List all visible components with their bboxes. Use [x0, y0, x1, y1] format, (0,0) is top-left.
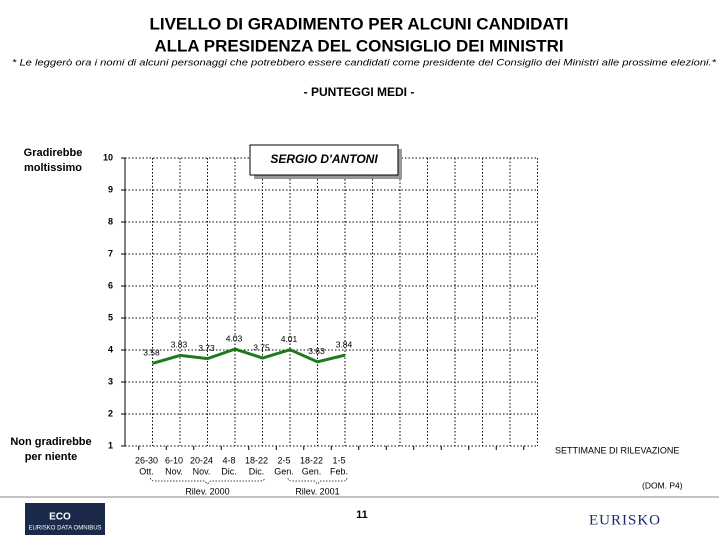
legend-label: SERGIO D'ANTONI: [270, 152, 378, 166]
data-label: 4.01: [281, 334, 298, 344]
x-tick-sublabel: Dic.: [221, 466, 237, 476]
x-tick-sublabel: Gen.: [274, 466, 294, 476]
y-tick-label: 1: [108, 440, 113, 450]
subtitle: - PUNTEGGI MEDI -: [304, 85, 415, 99]
group-brace: [150, 477, 265, 485]
x-tick-sublabel: Feb.: [330, 466, 348, 476]
page-number: 11: [356, 509, 368, 521]
x-tick-label: 2-5: [277, 455, 290, 465]
y-label-bottom: per niente: [25, 451, 78, 463]
legend-box: [249, 144, 399, 176]
x-tick-sublabel: Ott.: [139, 466, 154, 476]
logo-left-box: [25, 503, 105, 535]
data-label: 3.73: [198, 343, 215, 353]
note: * Le leggerò ora i nomi di alcuni person…: [12, 58, 716, 69]
y-label-top: Gradirebbe: [24, 147, 83, 159]
y-tick-label: 7: [108, 248, 113, 258]
x-axis-label: SETTIMANE DI RILEVAZIONE: [555, 445, 679, 455]
source-note: (DOM. P4): [642, 480, 683, 490]
y-tick-label: 3: [108, 376, 113, 386]
x-tick-label: 26-30: [135, 455, 158, 465]
x-tick-label: 18-22: [300, 455, 323, 465]
x-tick-label: 20-24: [190, 455, 213, 465]
data-label: 3.84: [336, 339, 353, 349]
x-tick-label: 4-8: [222, 455, 235, 465]
x-tick-label: 1-5: [332, 455, 345, 465]
data-label: 3.58: [143, 348, 160, 358]
y-tick-label: 5: [108, 312, 113, 322]
y-tick-label: 10: [103, 152, 113, 162]
y-tick-label: 2: [108, 408, 113, 418]
group-label: Rilev. 2000: [185, 486, 229, 496]
data-label: 4.03: [226, 333, 243, 343]
y-tick-label: 4: [108, 344, 113, 354]
x-tick-sublabel: Nov.: [165, 466, 183, 476]
logo-right: EURISKO: [589, 512, 661, 528]
x-tick-label: 6-10: [165, 455, 183, 465]
x-tick-sublabel: Dic.: [249, 466, 265, 476]
data-label: 3.83: [171, 340, 188, 350]
x-tick-sublabel: Nov.: [193, 466, 211, 476]
logo-left: ECO: [49, 512, 71, 523]
y-tick-label: 9: [108, 184, 113, 194]
group-brace: [287, 477, 348, 485]
logo-left-sub: EURISKO DATA OMNIBUS: [28, 526, 101, 532]
title: ALLA PRESIDENZA DEL CONSIGLIO DEI MINIST…: [154, 36, 563, 55]
y-label-top: moltissimo: [24, 162, 82, 174]
x-tick-sublabel: Gen.: [302, 466, 322, 476]
data-label: 3.63: [308, 346, 325, 356]
data-label: 3.75: [253, 342, 270, 352]
y-tick-label: 6: [108, 280, 113, 290]
group-label: Rilev. 2001: [295, 486, 339, 496]
y-tick-label: 8: [108, 216, 113, 226]
series-line: [152, 347, 346, 365]
title: LIVELLO DI GRADIMENTO PER ALCUNI CANDIDA…: [149, 14, 568, 33]
y-label-bottom: Non gradirebbe: [10, 436, 91, 448]
x-tick-label: 18-22: [245, 455, 268, 465]
